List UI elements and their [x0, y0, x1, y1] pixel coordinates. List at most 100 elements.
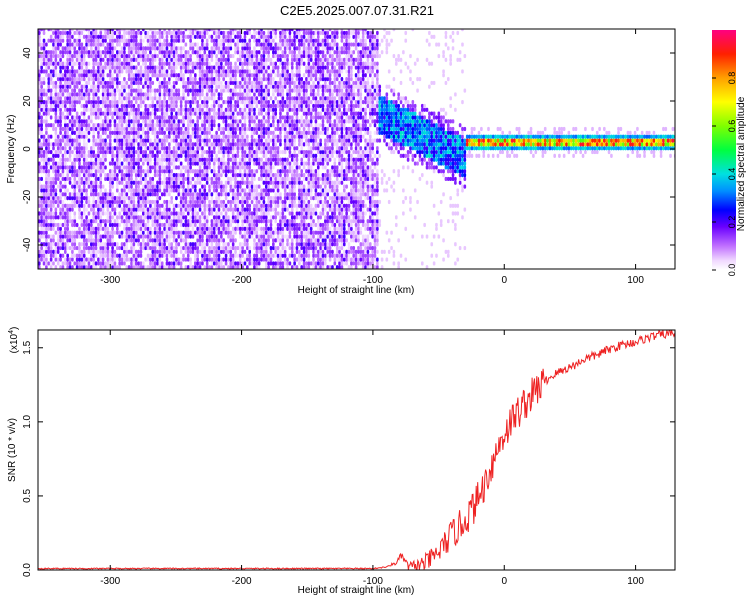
spectrogram-cell [134, 96, 138, 101]
spectrogram-cell [229, 253, 233, 258]
spectrogram-cell [196, 192, 199, 197]
spectrogram-cell [257, 50, 261, 55]
spectrogram-cell [59, 138, 62, 143]
spectrogram-cell [175, 57, 178, 62]
spectrogram-cell [71, 238, 74, 243]
spectrogram-cell [210, 69, 214, 74]
spectrogram-cell [94, 265, 98, 269]
spectrogram-cell [139, 80, 143, 86]
spectrogram-cell [59, 126, 62, 132]
spectrogram-cell [71, 73, 74, 78]
spectrogram-cell [220, 173, 223, 178]
spectrogram-cell [99, 169, 103, 174]
spectrogram-cell [40, 29, 43, 32]
spectrogram-cell [272, 261, 275, 266]
spectrogram-cell [47, 261, 51, 266]
spectrogram-cell [231, 165, 235, 170]
spectrogram-cell [127, 230, 131, 235]
spectrogram-cell [146, 134, 150, 139]
spectrogram-cell [208, 88, 211, 93]
spectrogram-cell [186, 115, 190, 120]
spectrogram-cell [163, 265, 166, 269]
spectrogram-cell [153, 50, 157, 55]
spectrogram-cell [71, 234, 74, 239]
spectrogram-cell [191, 242, 195, 247]
spectrogram-cell [163, 222, 166, 228]
spectrogram-cell [90, 34, 93, 39]
spectrogram-cell [227, 96, 230, 101]
spectrogram-cell [220, 230, 223, 235]
spectrogram-cell [243, 123, 247, 128]
spectrogram-cell [210, 84, 214, 89]
spectrogram-cell [85, 73, 88, 78]
spectrogram-cell [45, 169, 48, 174]
spectrogram-cell [87, 38, 91, 43]
spectrogram-cell [142, 196, 145, 201]
spectrogram-cell [68, 169, 72, 174]
spectrogram-cell [82, 142, 86, 147]
spectrogram-cell [158, 234, 162, 239]
spectrogram-cell [172, 84, 176, 89]
spectrogram-cell [184, 107, 188, 112]
spectrogram-cell [75, 77, 79, 82]
spectrogram-cell [151, 146, 155, 151]
spectrogram-cell [116, 69, 119, 74]
spectrogram-cell [71, 57, 74, 62]
spectrogram-cell [158, 57, 162, 62]
spectrogram-cell [127, 61, 131, 66]
spectrogram-cell [87, 123, 91, 128]
spectrogram-cell [182, 138, 185, 143]
spectrogram-cell [156, 169, 159, 174]
spectrogram-cell [212, 103, 216, 109]
spectrogram-cell [49, 245, 53, 251]
spectrogram-cell [156, 257, 159, 262]
spectrogram-cell [85, 100, 88, 105]
spectrogram-cell [40, 249, 43, 254]
spectrogram-cell [208, 161, 211, 166]
spectrogram-cell [212, 30, 216, 36]
spectrogram-cell [42, 30, 46, 36]
spectrogram-cell [220, 111, 223, 116]
spectrogram-cell [61, 265, 65, 269]
spectrogram-cell [137, 261, 140, 266]
spectrogram-cell [64, 30, 67, 36]
spectrogram-cell [42, 242, 46, 247]
spectrogram-cell [262, 92, 266, 97]
spectrogram-cell [64, 249, 67, 254]
spectrogram-cell [68, 46, 72, 51]
spectrogram-cell [158, 61, 162, 66]
spectrogram-cell [137, 165, 140, 170]
spectrogram-cell [52, 211, 55, 216]
spectrogram-cell [201, 230, 204, 235]
spectrogram-cell [250, 130, 254, 135]
spectrogram-cell [172, 207, 176, 212]
spectrogram-cell [66, 207, 69, 212]
spectrogram-cell [73, 211, 77, 216]
spectrogram-cell [177, 88, 181, 93]
spectrogram-cell [253, 173, 256, 178]
spectrogram-cell [125, 165, 129, 170]
spectrogram-cell [175, 196, 178, 201]
spectrogram-cell [61, 184, 65, 189]
spectrogram-cell [71, 107, 74, 112]
spectrogram-cell [267, 46, 270, 51]
spectrogram-cell [217, 234, 221, 239]
spectrogram-cell [191, 96, 195, 101]
spectrogram-cell [194, 123, 197, 128]
spectrogram-cell [203, 207, 207, 212]
spectrogram-cell [208, 115, 211, 120]
spectrogram-cell [116, 38, 119, 43]
spectrogram-cell [205, 157, 209, 162]
spectrogram-cell [153, 142, 157, 147]
spectrogram-cell [196, 53, 199, 59]
spectrogram-cell [38, 38, 41, 43]
spectrogram-cell [172, 138, 176, 143]
spectrogram-cell [59, 119, 62, 124]
spectrogram-cell [123, 84, 126, 89]
spectrogram-cell [163, 146, 166, 151]
spectrogram-cell [99, 265, 103, 269]
spectrogram-cell [220, 126, 223, 132]
spectrogram-cell [127, 199, 131, 205]
spectrogram-cell [125, 146, 129, 151]
spectrogram-cell [134, 176, 138, 182]
